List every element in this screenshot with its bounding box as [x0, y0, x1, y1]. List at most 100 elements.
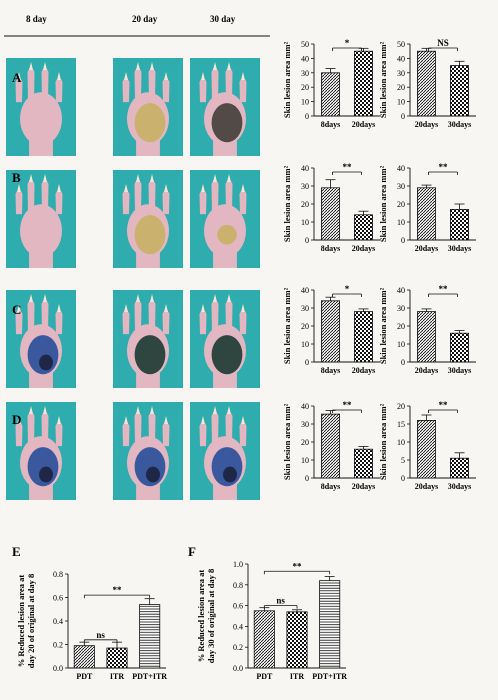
y-tick-label: 20	[397, 83, 405, 92]
paw-claw	[29, 62, 33, 70]
paw-toe	[134, 412, 142, 447]
y-tick-label: 1.0	[233, 560, 243, 569]
y-tick-label: 30	[301, 182, 309, 191]
panel-letter-F: F	[188, 544, 196, 559]
paw-claw	[29, 406, 33, 414]
paw-photo	[190, 402, 260, 500]
paw-wrist	[29, 136, 53, 156]
paw-claw	[57, 72, 61, 80]
x-tick-label: 20days	[352, 366, 376, 375]
y-tick-label: 0	[305, 112, 309, 121]
paw-claw	[201, 72, 205, 80]
y-tick-label: 20	[301, 83, 309, 92]
significance-label: *	[345, 38, 350, 48]
bar-charts: 0 10 20 30 40 50 Skin lesion area mm² 8days 20da…	[16, 38, 476, 681]
x-tick-label: 20days	[352, 244, 376, 253]
bar-chart: 0 5 10 15 20 Skin lesion area mm² 20days 30days…	[378, 400, 476, 491]
paw-claw	[136, 406, 140, 414]
paw-claw	[213, 174, 217, 182]
paw-toe	[122, 190, 130, 215]
x-tick-label: PDT	[76, 672, 93, 681]
y-tick-label: 0	[305, 358, 309, 367]
bar-chart: 0 10 20 30 40 Skin lesion area mm² 8days 20days…	[282, 162, 380, 253]
paw-toe	[199, 422, 207, 447]
bar	[319, 580, 341, 669]
bar	[321, 300, 340, 363]
paw-claw	[227, 294, 231, 302]
paw-photo	[6, 58, 76, 156]
paw-palm	[20, 92, 62, 146]
bar-chart: 0.0 0.2 0.4 0.6 0.8 1.0 % Reduced lesion area …	[196, 560, 347, 681]
x-tick-label: ITR	[110, 672, 124, 681]
significance-label: NS	[437, 38, 449, 48]
paw-claw	[241, 416, 245, 424]
y-tick-label: 10	[397, 218, 405, 227]
bar-chart: 0.0 0.2 0.4 0.6 0.8 % Reduced lesion area at d…	[16, 570, 167, 681]
y-tick-label: 20	[397, 402, 405, 411]
paw-toe	[15, 190, 23, 215]
paw-palm	[20, 204, 62, 258]
paw-toe	[162, 422, 170, 447]
paw-lesion-core	[39, 354, 53, 371]
x-tick-label: 8days	[321, 366, 341, 375]
y-tick-label: 0	[401, 474, 405, 483]
bar	[450, 332, 469, 363]
bar	[417, 419, 436, 479]
y-tick-label: 30	[397, 304, 405, 313]
paw-toe	[55, 310, 63, 335]
paw-claw	[17, 72, 21, 80]
paw-toe	[211, 412, 219, 447]
paw-claw	[124, 184, 128, 192]
y-tick-label: 20	[397, 322, 405, 331]
panel-letter-C: C	[12, 302, 21, 317]
paw-lesion	[217, 224, 237, 245]
paw-lesion	[211, 103, 243, 143]
x-tick-label: 20days	[415, 366, 439, 375]
paw-claw	[17, 416, 21, 424]
y-axis-label: Skin lesion area mm²	[282, 41, 292, 118]
paw-claw	[57, 304, 61, 312]
x-tick-label: 20days	[415, 482, 439, 491]
x-tick-label: PDT+ITR	[312, 672, 347, 681]
y-tick-label: 0.8	[233, 581, 243, 590]
paw-claw	[164, 72, 168, 80]
paw-claw	[201, 304, 205, 312]
paw-claw	[124, 304, 128, 312]
paw-claw	[201, 184, 205, 192]
bar	[253, 610, 275, 669]
paw-wrist	[29, 248, 53, 268]
y-tick-label: 0	[305, 236, 309, 245]
paw-claw	[43, 294, 47, 302]
y-tick-label: 0.4	[233, 622, 243, 631]
paw-claw	[164, 304, 168, 312]
y-tick-label: 30	[301, 69, 309, 78]
x-tick-label: 20days	[415, 244, 439, 253]
paw-claw	[17, 304, 21, 312]
paw-claw	[124, 72, 128, 80]
paw-toe	[27, 300, 35, 335]
paw-toe	[239, 310, 247, 335]
paw-toe	[162, 310, 170, 335]
y-tick-label: 10	[397, 340, 405, 349]
paw-photo	[190, 290, 260, 388]
y-tick-label: 0.6	[53, 594, 63, 603]
significance-label: **	[343, 400, 353, 410]
bar	[354, 50, 373, 117]
y-tick-label: 30	[397, 182, 405, 191]
y-tick-label: 20	[397, 200, 405, 209]
paw-claw	[43, 174, 47, 182]
x-tick-label: PDT+ITR	[132, 672, 167, 681]
row-letters: A B C D E F	[12, 70, 196, 559]
bar-chart: 0 10 20 30 40 50 Skin lesion area mm² 20days 30d…	[378, 38, 476, 129]
significance-label: **	[113, 585, 123, 595]
paw-claw	[150, 174, 154, 182]
y-tick-label: 10	[301, 98, 309, 107]
paw-toe	[122, 310, 130, 335]
paw-toe	[199, 190, 207, 215]
paw-photo	[190, 58, 260, 156]
y-tick-label: 40	[301, 54, 309, 63]
significance-label: **	[343, 162, 353, 172]
paw-claw	[150, 406, 154, 414]
y-tick-label: 50	[301, 40, 309, 49]
bar	[321, 72, 340, 117]
